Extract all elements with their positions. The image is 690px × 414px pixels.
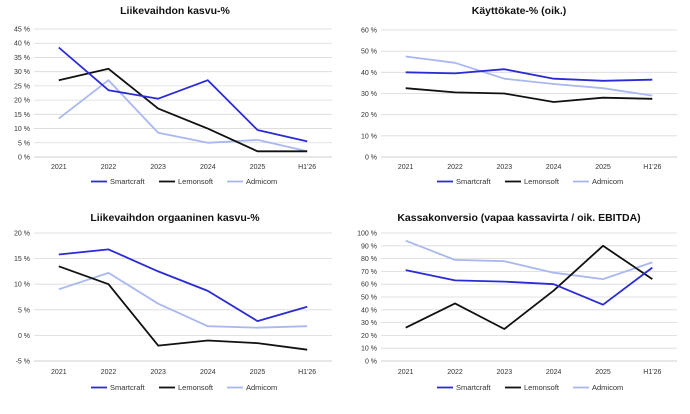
chart-panel-revenue-growth: Liikevaihdon kasvu-% 0 % 5 % 10 % 15 % 20 % 2… bbox=[14, 5, 332, 186]
y-tick-label: 40 % bbox=[361, 307, 377, 314]
x-tick-label: 2024 bbox=[200, 164, 216, 171]
y-tick-label: 40 % bbox=[14, 41, 30, 48]
y-tick-label: 25 % bbox=[14, 83, 30, 90]
y-tick-label: 90 % bbox=[361, 243, 377, 250]
y-tick-label: 5 % bbox=[18, 140, 30, 147]
chart-title: Kassakonversio (vapaa kassavirta / oik. … bbox=[397, 212, 640, 224]
y-tick-label: 0 % bbox=[365, 155, 377, 162]
series-line-lemonsoft bbox=[405, 87, 653, 103]
y-tick-label: 20 % bbox=[14, 98, 30, 105]
series-line-admicom bbox=[58, 271, 308, 329]
y-tick-label: 30 % bbox=[361, 91, 377, 98]
y-tick-label: 10 % bbox=[14, 126, 30, 133]
legend-label-admicom: Admicom bbox=[246, 177, 277, 186]
series-line-admicom bbox=[405, 239, 653, 281]
y-tick-label: 20 % bbox=[14, 231, 30, 238]
x-tick-label: 2023 bbox=[497, 369, 513, 376]
x-tick-label: 2024 bbox=[546, 164, 562, 171]
x-tick-label: 2024 bbox=[200, 369, 216, 376]
legend-label-admicom: Admicom bbox=[592, 383, 623, 392]
series-line-smartcraft bbox=[58, 46, 308, 143]
x-tick-label: 2025 bbox=[250, 164, 266, 171]
chart-title: Liikevaihdon orgaaninen kasvu-% bbox=[90, 212, 260, 224]
y-tick-label: 80 % bbox=[361, 256, 377, 263]
y-tick-label: 0 % bbox=[18, 333, 30, 340]
x-tick-label: 2023 bbox=[150, 164, 166, 171]
x-tick-label: 2021 bbox=[51, 369, 67, 376]
legend-label-admicom: Admicom bbox=[592, 177, 623, 186]
y-tick-label: 15 % bbox=[14, 112, 30, 119]
x-tick-label: 2021 bbox=[51, 164, 67, 171]
chart-panel-ebitda-margin: Käyttökate-% (oik.) 0 % 10 % 20 % 30 % 40 % 5… bbox=[361, 5, 677, 186]
y-tick-label: 15 % bbox=[14, 256, 30, 263]
legend-label-smartcraft: Smartcraft bbox=[110, 383, 146, 392]
chart-title: Liikevaihdon kasvu-% bbox=[120, 5, 230, 17]
x-tick-label: 2022 bbox=[101, 164, 117, 171]
x-tick-label: 2023 bbox=[497, 164, 513, 171]
y-tick-label: 30 % bbox=[361, 320, 377, 327]
series-line-admicom bbox=[58, 79, 308, 153]
legend-label-smartcraft: Smartcraft bbox=[110, 177, 146, 186]
y-tick-label: 50 % bbox=[361, 49, 377, 56]
x-tick-label: 2025 bbox=[595, 164, 611, 171]
x-tick-label: H1'26 bbox=[643, 164, 661, 171]
legend-label-lemonsoft: Lemonsoft bbox=[524, 383, 560, 392]
x-tick-label: 2023 bbox=[150, 369, 166, 376]
y-tick-label: 5 % bbox=[18, 307, 30, 314]
legend-label-smartcraft: Smartcraft bbox=[456, 383, 492, 392]
series-line-lemonsoft bbox=[405, 244, 653, 330]
y-tick-label: 40 % bbox=[361, 70, 377, 77]
chart-title: Käyttökate-% (oik.) bbox=[472, 5, 567, 17]
y-tick-label: 60 % bbox=[361, 282, 377, 289]
y-tick-label: 0 % bbox=[18, 155, 30, 162]
y-tick-label: 0 % bbox=[365, 359, 377, 366]
legend-label-admicom: Admicom bbox=[246, 383, 277, 392]
legend-label-lemonsoft: Lemonsoft bbox=[178, 177, 214, 186]
y-tick-label: 35 % bbox=[14, 55, 30, 62]
x-tick-label: H1'26 bbox=[643, 369, 661, 376]
x-tick-label: 2024 bbox=[546, 369, 562, 376]
series-line-smartcraft bbox=[405, 266, 653, 306]
y-tick-label: 100 % bbox=[357, 231, 377, 238]
x-tick-label: 2022 bbox=[447, 369, 463, 376]
chart-panel-organic-growth: Liikevaihdon orgaaninen kasvu-% -5 % 0 % 5… bbox=[14, 212, 332, 392]
x-tick-label: 2022 bbox=[447, 164, 463, 171]
x-tick-label: 2025 bbox=[250, 369, 266, 376]
y-tick-label: -5 % bbox=[16, 359, 30, 366]
y-tick-label: 10 % bbox=[361, 133, 377, 140]
x-tick-label: H1'26 bbox=[298, 369, 316, 376]
x-tick-label: 2022 bbox=[101, 369, 117, 376]
legend-label-lemonsoft: Lemonsoft bbox=[524, 177, 560, 186]
x-tick-label: H1'26 bbox=[298, 164, 316, 171]
x-tick-label: 2025 bbox=[595, 369, 611, 376]
series-line-lemonsoft bbox=[58, 265, 308, 351]
series-line-lemonsoft bbox=[58, 67, 308, 153]
y-tick-label: 20 % bbox=[361, 333, 377, 340]
y-tick-label: 10 % bbox=[361, 346, 377, 353]
series-line-smartcraft bbox=[58, 248, 308, 323]
y-tick-label: 60 % bbox=[361, 28, 377, 35]
y-tick-label: 70 % bbox=[361, 269, 377, 276]
series-line-smartcraft bbox=[405, 68, 653, 82]
chart-panel-cash-conversion: Kassakonversio (vapaa kassavirta / oik. … bbox=[357, 212, 677, 392]
y-tick-label: 30 % bbox=[14, 69, 30, 76]
x-tick-label: 2021 bbox=[398, 369, 414, 376]
legend-label-smartcraft: Smartcraft bbox=[456, 177, 492, 186]
y-tick-label: 20 % bbox=[361, 112, 377, 119]
x-tick-label: 2021 bbox=[398, 164, 414, 171]
legend-label-lemonsoft: Lemonsoft bbox=[178, 383, 214, 392]
y-tick-label: 50 % bbox=[361, 295, 377, 302]
y-tick-label: 45 % bbox=[14, 27, 30, 34]
series-line-admicom bbox=[405, 55, 653, 97]
y-tick-label: 10 % bbox=[14, 282, 30, 289]
